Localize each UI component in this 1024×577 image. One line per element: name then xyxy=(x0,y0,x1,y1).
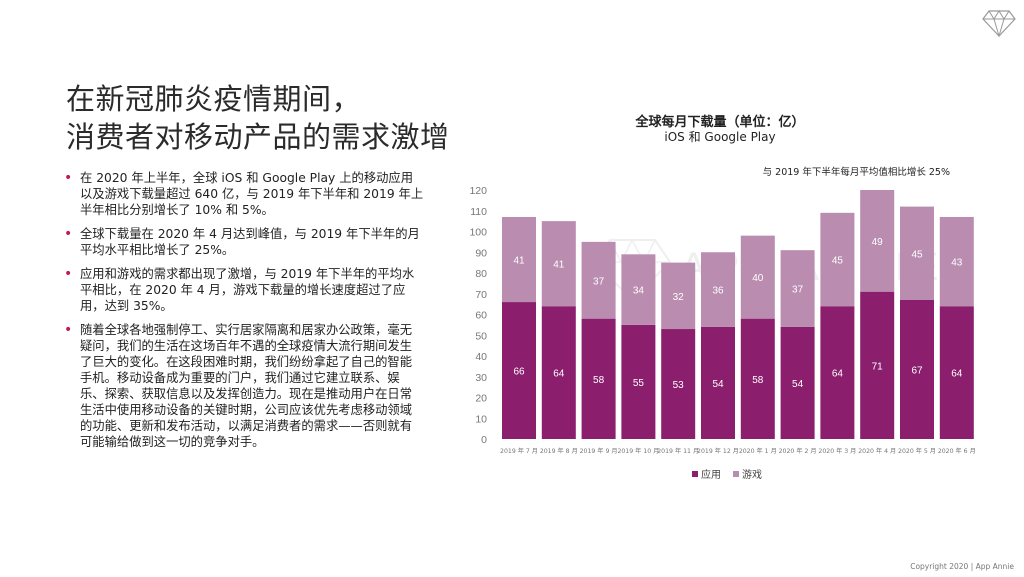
bar-games-label: 45 xyxy=(832,256,844,267)
bar-apps-label: 67 xyxy=(911,365,923,376)
bar-games xyxy=(939,216,974,307)
bar-games xyxy=(581,241,616,319)
bar-games xyxy=(740,235,775,319)
bar-apps xyxy=(780,326,815,439)
x-tick-label: 2020 年 1 月 xyxy=(739,447,777,455)
bar-apps-label: 58 xyxy=(752,375,764,386)
page-title-line-1: 在新冠肺炎疫情期间， xyxy=(66,82,362,116)
bar-apps-label: 66 xyxy=(513,367,525,378)
bar-games xyxy=(541,221,576,307)
bar-games xyxy=(502,216,536,303)
y-tick-label: 10 xyxy=(475,413,487,425)
bar-games xyxy=(701,252,735,327)
bar-apps xyxy=(701,326,735,439)
bar-games xyxy=(820,212,855,307)
bar-games-label: 37 xyxy=(792,285,804,296)
bar-apps-label: 71 xyxy=(872,361,884,372)
y-tick-label: 60 xyxy=(475,310,487,322)
bar-apps xyxy=(820,306,855,439)
bar-games xyxy=(860,190,895,292)
bar-apps-label: 64 xyxy=(832,369,844,380)
y-tick-label: 0 xyxy=(481,434,487,446)
legend-swatch xyxy=(733,471,739,477)
bar-apps-label: 58 xyxy=(593,375,605,386)
bar-apps-label: 64 xyxy=(951,369,963,380)
page-title: 在新冠肺炎疫情期间， 消费者对移动产品的需求激增 xyxy=(66,80,506,156)
page-title-line-2: 消费者对移动产品的需求激增 xyxy=(66,120,450,154)
x-tick-label: 2020 年 6 月 xyxy=(938,447,976,455)
bar-apps-label: 64 xyxy=(553,369,565,380)
bar-games xyxy=(900,206,934,300)
x-tick-label: 2019 年 7 月 xyxy=(500,447,538,455)
y-tick-label: 80 xyxy=(475,268,487,280)
y-tick-label: 40 xyxy=(475,351,487,363)
bar-games-label: 37 xyxy=(593,276,605,287)
y-tick-label: 120 xyxy=(469,185,487,197)
bar-games-label: 32 xyxy=(673,292,685,303)
bar-games-label: 45 xyxy=(911,249,923,260)
bar-apps-label: 54 xyxy=(712,379,724,390)
x-tick-label: 2019 年 12 月 xyxy=(697,447,739,455)
copyright-text: Copyright 2020 | App Annie xyxy=(910,562,1014,571)
bar-apps-label: 53 xyxy=(673,380,685,391)
bar-apps-label: 54 xyxy=(792,379,804,390)
downloads-chart: APP ANNIE 与 2019 年下半年每月平均值相比增长 25% 01020… xyxy=(469,166,976,481)
bar-games-label: 43 xyxy=(951,258,963,269)
bar-games-label: 49 xyxy=(872,237,884,248)
chart-subtitle: iOS 和 Google Play xyxy=(664,130,776,144)
bar-apps xyxy=(541,306,576,439)
bar-games-label: 34 xyxy=(633,286,645,297)
bar-games-label: 40 xyxy=(752,273,764,284)
y-tick-label: 30 xyxy=(475,372,487,384)
x-tick-label: 2019 年 9 月 xyxy=(580,447,618,455)
bar-games xyxy=(661,262,696,330)
x-tick-label: 2020 年 4 月 xyxy=(858,447,896,455)
x-tick-label: 2020 年 2 月 xyxy=(779,447,817,455)
y-tick-label: 70 xyxy=(475,289,487,301)
bar-games-label: 41 xyxy=(513,256,525,267)
y-tick-label: 90 xyxy=(475,247,487,259)
x-tick-label: 2020 年 5 月 xyxy=(898,447,936,455)
bar-apps xyxy=(581,318,616,439)
bar-apps xyxy=(860,291,895,439)
y-tick-label: 110 xyxy=(470,206,487,218)
bullet-item: 随着全球各地强制停工、实行居家隔离和居家办公政策，毫无疑问，我们的生活在这场百年… xyxy=(64,322,424,450)
x-tick-label: 2020 年 3 月 xyxy=(818,447,856,455)
diamond-logo-icon xyxy=(982,10,1016,38)
bar-games-label: 36 xyxy=(712,286,724,297)
x-tick-label: 2019 年 10 月 xyxy=(617,447,659,455)
bar-apps xyxy=(900,299,934,439)
bar-games-label: 41 xyxy=(553,260,565,271)
x-tick-label: 2019 年 8 月 xyxy=(540,447,578,455)
x-tick-label: 2019 年 11 月 xyxy=(657,447,699,455)
bullet-item: 应用和游戏的需求都出现了激增，与 2019 年下半年的平均水平相比，在 2020… xyxy=(64,266,424,314)
y-tick-label: 100 xyxy=(469,227,487,239)
chart-title: 全球每月下载量（单位：亿） xyxy=(635,115,805,130)
legend-label: 游戏 xyxy=(742,468,762,481)
bullet-item: 在 2020 年上半年，全球 iOS 和 Google Play 上的移动应用以… xyxy=(64,170,424,218)
legend-label: 应用 xyxy=(701,468,721,481)
bar-apps-label: 55 xyxy=(633,378,645,389)
bullet-item: 全球下载量在 2020 年 4 月达到峰值，与 2019 年下半年的月平均水平相… xyxy=(64,226,424,258)
bar-apps xyxy=(661,329,696,439)
bar-apps xyxy=(621,324,656,439)
y-tick-label: 50 xyxy=(475,330,487,342)
bar-apps xyxy=(939,306,974,439)
bar-games xyxy=(621,254,656,325)
bar-games xyxy=(780,250,815,327)
bullet-list: 在 2020 年上半年，全球 iOS 和 Google Play 上的移动应用以… xyxy=(64,170,424,458)
bar-apps xyxy=(740,318,775,439)
bar-apps xyxy=(502,302,536,439)
y-tick-label: 20 xyxy=(475,393,487,405)
growth-annotation: 与 2019 年下半年每月平均值相比增长 25% xyxy=(763,166,950,178)
legend-swatch xyxy=(692,471,698,477)
